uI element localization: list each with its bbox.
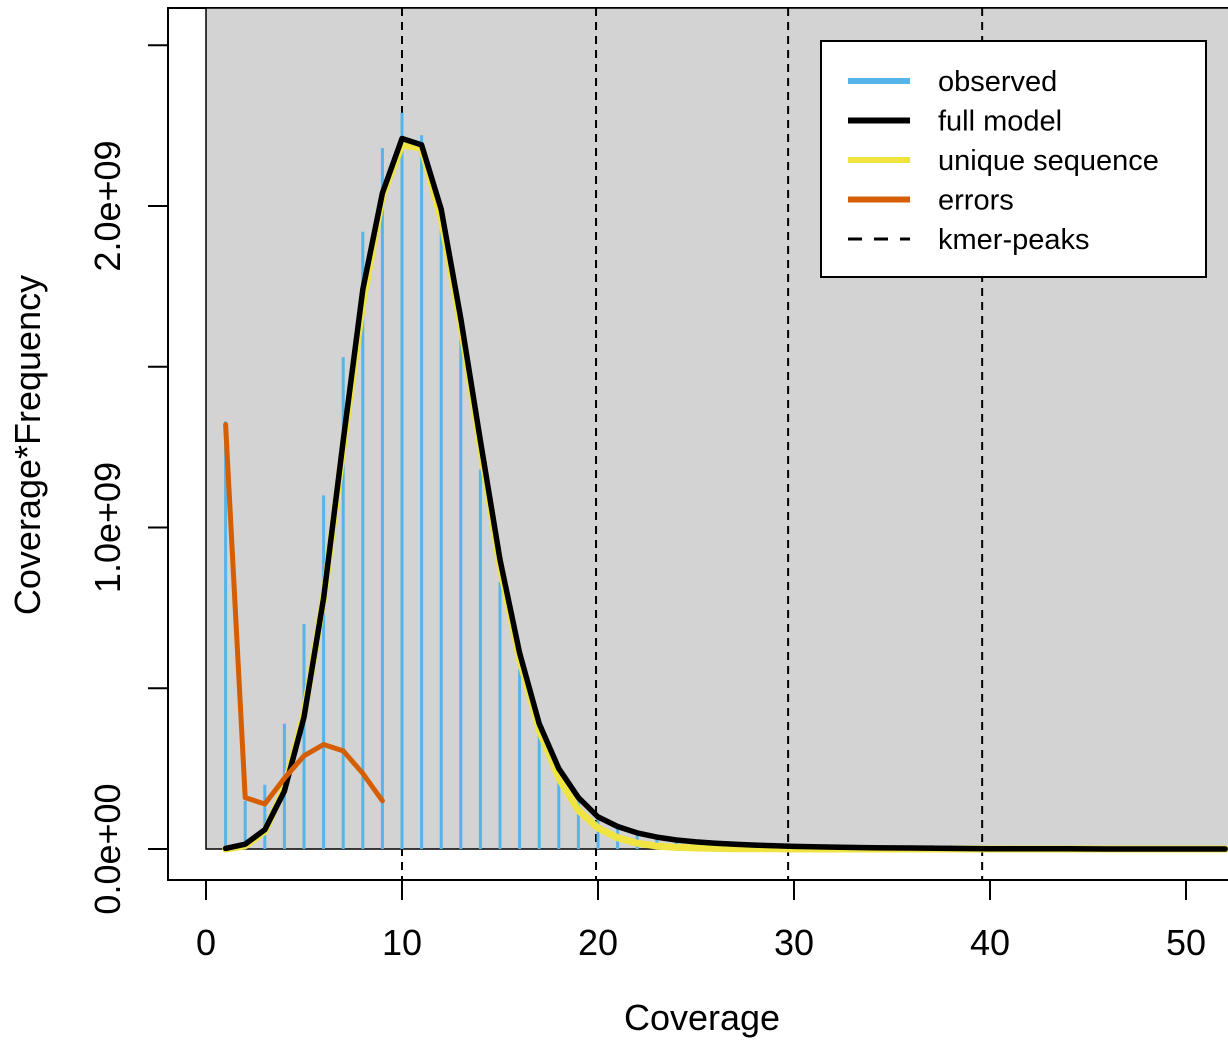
y-tick-label: 0.0e+00 bbox=[87, 783, 128, 914]
legend-label: errors bbox=[938, 185, 1014, 217]
legend-label: unique sequence bbox=[938, 145, 1159, 177]
x-tick-label: 50 bbox=[1166, 922, 1206, 963]
errors-line bbox=[223, 422, 385, 807]
legend-label: full model bbox=[938, 106, 1062, 138]
y-axis: 0.0e+00 1.0e+09 2.0e+09 bbox=[87, 44, 169, 915]
x-axis-title: Coverage bbox=[624, 997, 780, 1038]
model-lines bbox=[222, 135, 1228, 853]
x-tick-label: 0 bbox=[196, 922, 216, 963]
legend-label: observed bbox=[938, 66, 1057, 98]
x-tick-label: 40 bbox=[970, 922, 1010, 963]
y-tick-label: 2.0e+09 bbox=[87, 140, 128, 271]
x-tick-label: 10 bbox=[382, 922, 422, 963]
full-model-line bbox=[222, 135, 1228, 852]
legend-label: kmer-peaks bbox=[938, 224, 1090, 256]
y-axis-title: Coverage*Frequency bbox=[7, 275, 48, 615]
x-tick-label: 30 bbox=[774, 922, 814, 963]
x-axis: 0 10 20 30 40 50 bbox=[196, 879, 1228, 963]
x-tick-label: 20 bbox=[578, 922, 618, 963]
legend: observed full model unique sequence errors k… bbox=[820, 40, 1207, 278]
y-tick-label: 1.0e+09 bbox=[87, 462, 128, 593]
